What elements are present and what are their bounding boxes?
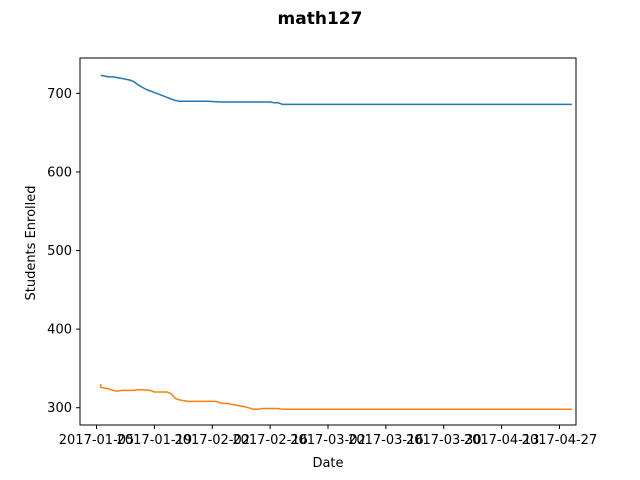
x-tick-label: 2017-03-02 (290, 433, 366, 448)
x-axis-label: Date (312, 456, 343, 471)
y-tick-label: 400 (47, 323, 72, 338)
series-line-1 (100, 74, 572, 106)
chart-title: math127 (278, 9, 363, 29)
y-tick-label: 500 (47, 244, 72, 259)
plot-area: 3004005006007002017-01-052017-01-192017-… (47, 57, 598, 448)
x-tick-label: 2017-01-05 (59, 433, 135, 448)
plot-frame (79, 57, 577, 426)
y-axis-label: Students Enrolled (24, 185, 39, 300)
x-tick-label: 2017-01-19 (117, 433, 193, 448)
series-line-2 (99, 384, 572, 411)
y-tick-label: 300 (47, 401, 72, 416)
x-tick-label: 2017-03-30 (406, 433, 482, 448)
y-tick-label: 600 (47, 165, 72, 180)
x-tick-label: 2017-02-16 (232, 433, 308, 448)
x-tick-label: 2017-04-27 (522, 433, 598, 448)
x-tick-label: 2017-04-13 (464, 433, 540, 448)
x-tick-label: 2017-03-16 (348, 433, 424, 448)
x-tick-label: 2017-02-02 (174, 433, 250, 448)
y-tick-label: 700 (47, 87, 72, 102)
